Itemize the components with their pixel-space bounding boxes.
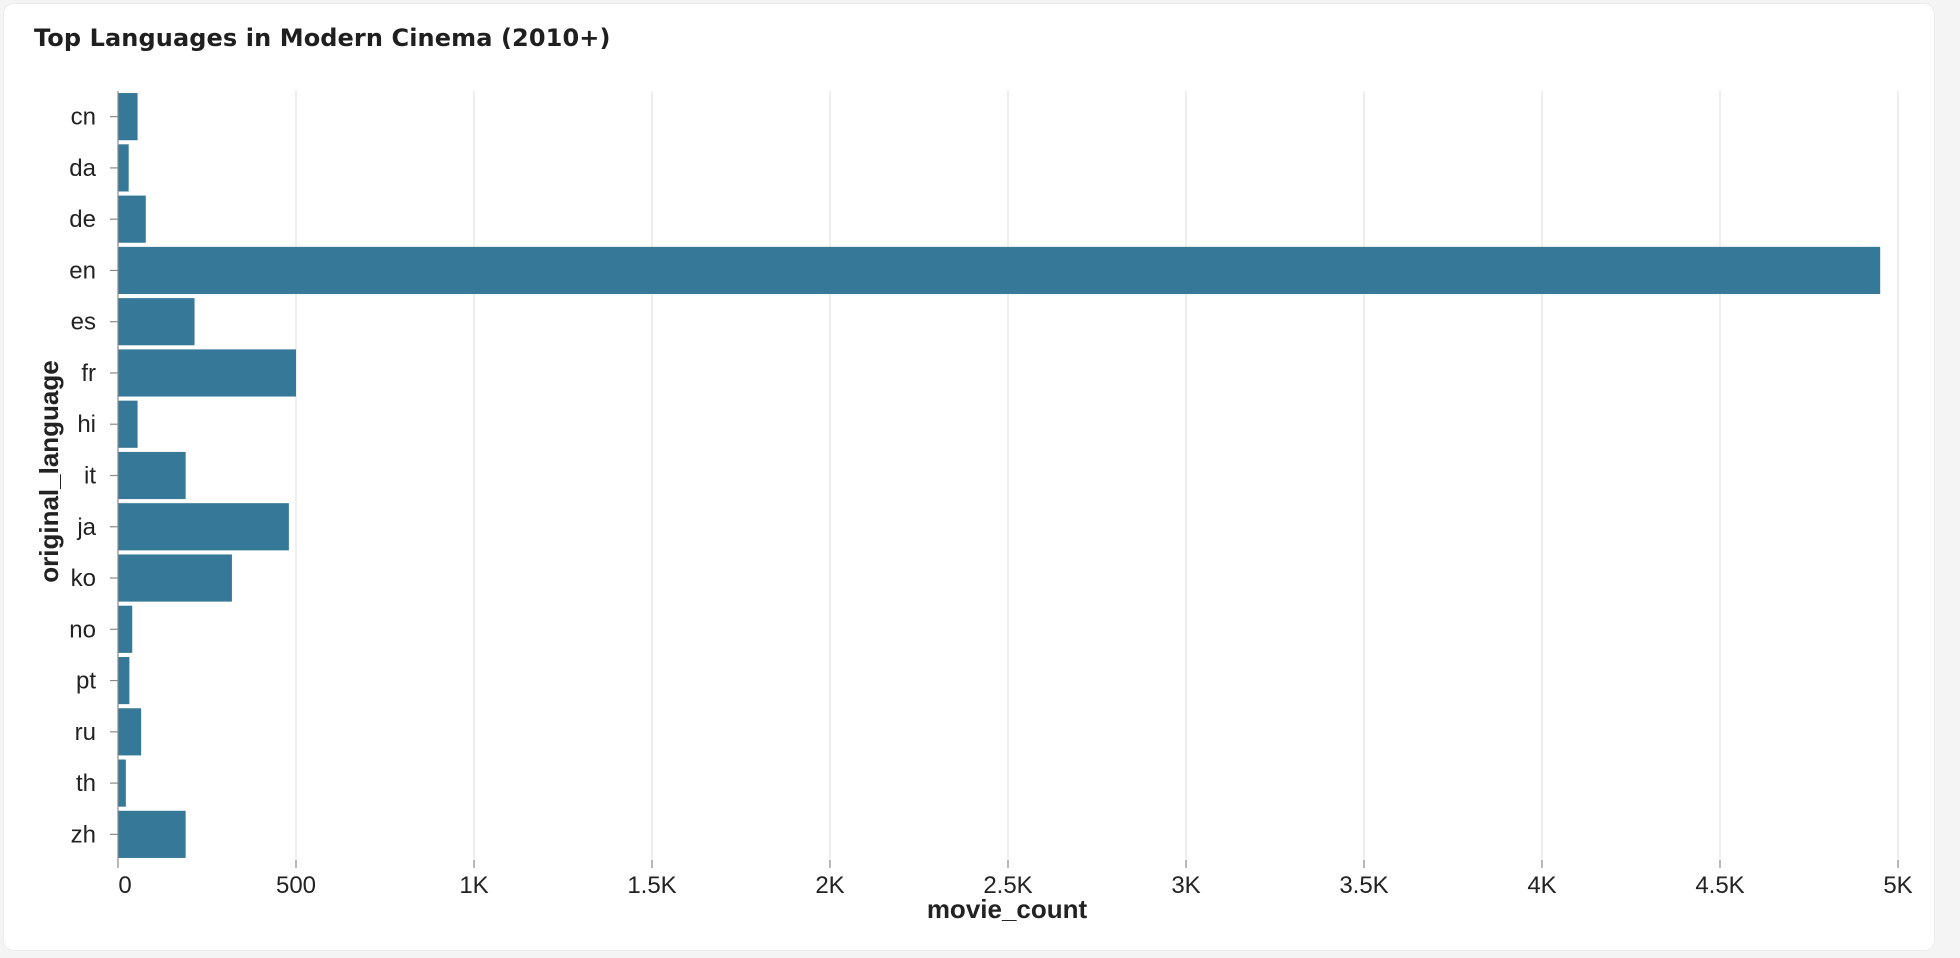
y-tick-label-th: th bbox=[76, 770, 96, 797]
bar-es bbox=[118, 298, 195, 346]
bar-zh bbox=[118, 810, 186, 858]
x-tick-label: 4.5K bbox=[1695, 872, 1744, 899]
y-tick-label-de: de bbox=[69, 206, 96, 233]
y-tick-label-cn: cn bbox=[71, 104, 96, 131]
chart-title: Top Languages in Modern Cinema (2010+) bbox=[34, 24, 611, 52]
y-tick-label-da: da bbox=[69, 155, 96, 182]
bars bbox=[118, 93, 1881, 858]
x-axis-title: movie_count bbox=[927, 894, 1088, 924]
y-tick-label-es: es bbox=[71, 309, 96, 336]
bar-pt bbox=[118, 656, 130, 705]
x-tick-label: 4K bbox=[1527, 872, 1556, 899]
x-tick-label: 1K bbox=[459, 872, 488, 899]
bar-th bbox=[118, 759, 126, 807]
x-tick-label: 3.5K bbox=[1339, 872, 1388, 899]
bar-da bbox=[118, 144, 129, 192]
x-tick-label: 3K bbox=[1171, 872, 1200, 899]
y-tick-label-fr: fr bbox=[81, 360, 96, 387]
y-tick-label-ja: ja bbox=[76, 514, 96, 541]
bar-en bbox=[118, 246, 1881, 295]
bar-cn bbox=[118, 93, 138, 141]
bar-ru bbox=[118, 708, 142, 756]
x-tick-label: 500 bbox=[276, 872, 316, 899]
y-tick-label-hi: hi bbox=[77, 411, 96, 438]
axis-labels: movie_count original_language bbox=[34, 360, 1088, 924]
y-tick-label-it: it bbox=[84, 463, 96, 490]
x-tick-label: 2.5K bbox=[983, 872, 1032, 899]
y-tick-label-ru: ru bbox=[75, 719, 96, 746]
y-axis-title: original_language bbox=[34, 360, 64, 583]
x-tick-label: 1.5K bbox=[627, 872, 676, 899]
x-tick-label: 5K bbox=[1883, 872, 1912, 899]
y-tick-label-pt: pt bbox=[76, 668, 96, 695]
x-tick-label: 2K bbox=[815, 872, 844, 899]
x-tick-label: 0 bbox=[118, 872, 131, 899]
bar-no bbox=[118, 605, 133, 653]
bar-ko bbox=[118, 554, 232, 602]
bar-it bbox=[118, 451, 186, 500]
y-tick-label-zh: zh bbox=[71, 821, 96, 848]
grid-lines bbox=[295, 91, 1899, 862]
y-tick-label-en: en bbox=[69, 257, 96, 284]
y-tick-label-no: no bbox=[69, 616, 96, 643]
chart-card: Top Languages in Modern Cinema (2010+) bbox=[4, 4, 1934, 950]
axes: 0 500 1K 1.5K 2K 2.5K 3K 3.5K 4K 4.5K 5K cn da de en es… bbox=[69, 91, 1913, 899]
bar-de bbox=[118, 195, 146, 243]
bar-fr bbox=[118, 349, 296, 397]
bar-ja bbox=[118, 503, 289, 551]
bar-hi bbox=[118, 400, 138, 448]
y-tick-label-ko: ko bbox=[71, 565, 96, 592]
